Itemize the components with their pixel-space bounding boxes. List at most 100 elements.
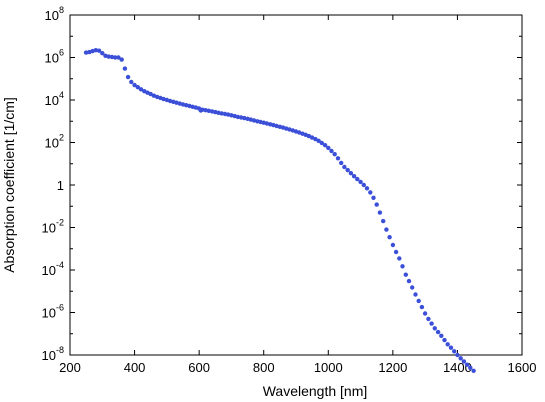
data-point — [326, 145, 331, 151]
data-point — [422, 311, 428, 316]
data-point — [468, 365, 473, 370]
y-tick-label: 1 — [57, 178, 64, 193]
data-point — [106, 54, 111, 59]
data-point — [406, 278, 412, 284]
data-point — [122, 66, 128, 71]
y-tick-exponent: -4 — [56, 260, 64, 270]
data-point — [410, 285, 415, 290]
y-tick-base: 10 — [42, 348, 56, 363]
data-point — [319, 140, 324, 146]
data-point — [125, 74, 131, 80]
x-tick-label: 1600 — [508, 360, 537, 375]
data-point — [377, 210, 383, 215]
data-point — [322, 143, 328, 148]
data-point — [384, 227, 389, 232]
y-tick-base: 10 — [42, 221, 56, 236]
data-point — [184, 103, 189, 108]
data-point — [416, 298, 421, 304]
y-tick-label: 10-6 — [42, 303, 64, 321]
data-point — [361, 182, 366, 188]
y-tick-base: 10 — [45, 51, 59, 66]
y-tick-label: 10-2 — [42, 218, 64, 236]
y-tick-exponent: -6 — [56, 303, 64, 313]
y-tick-base: 1 — [57, 178, 64, 193]
data-point — [442, 337, 447, 343]
data-point — [387, 235, 392, 240]
data-point — [371, 195, 376, 200]
plot-area — [69, 14, 523, 356]
y-tick-label: 108 — [45, 5, 64, 23]
data-point — [116, 55, 121, 60]
data-point — [316, 138, 321, 143]
y-tick-base: 10 — [42, 263, 56, 278]
data-point — [119, 57, 124, 62]
data-point — [403, 272, 408, 277]
data-point — [355, 176, 360, 182]
y-tick-exponent: -2 — [56, 218, 64, 228]
data-point — [429, 321, 434, 326]
data-point — [448, 345, 454, 350]
data-point — [419, 304, 425, 310]
data-point — [135, 85, 140, 90]
data-point — [339, 160, 344, 166]
data-point — [100, 51, 105, 56]
data-point — [452, 349, 457, 354]
data-point — [83, 50, 89, 55]
x-tick-label: 400 — [124, 360, 146, 375]
y-tick-exponent: -8 — [56, 345, 64, 355]
y-tick-exponent: 8 — [59, 5, 64, 15]
data-point — [151, 93, 157, 98]
data-point — [332, 152, 337, 157]
data-point — [432, 326, 437, 331]
data-point — [274, 123, 279, 129]
tick-labels: 200 400 600 800 1000 1200 1400 160010-810-610-4… — [42, 5, 537, 375]
y-tick-base: 10 — [45, 8, 59, 23]
data-point — [335, 156, 341, 161]
data-point — [358, 179, 363, 185]
data-point — [264, 121, 270, 126]
data-point — [287, 127, 292, 132]
data-point — [368, 190, 373, 195]
data-point — [351, 174, 357, 179]
data-point — [464, 362, 470, 367]
y-tick-label: 106 — [45, 48, 64, 66]
x-axis-label: Wavelength [nm] — [263, 383, 368, 399]
data-point — [132, 82, 137, 88]
x-tick-label: 1400 — [443, 360, 472, 375]
y-tick-label: 104 — [45, 90, 64, 108]
y-tick-exponent: 4 — [59, 90, 64, 100]
data-point — [455, 352, 460, 358]
data-point — [400, 264, 405, 269]
y-tick-label: 10-8 — [42, 345, 64, 363]
y-tick-base: 10 — [45, 136, 59, 151]
data-point — [93, 48, 99, 53]
data-point — [309, 135, 315, 140]
data-point — [174, 100, 179, 105]
data-point — [219, 111, 224, 116]
data-point — [345, 167, 350, 173]
data-point — [413, 292, 418, 297]
plot-border — [69, 14, 523, 356]
data-point — [342, 164, 347, 170]
x-tick-label: 800 — [253, 360, 275, 375]
y-tick-exponent: 6 — [59, 48, 64, 58]
y-tick-label: 10-4 — [42, 260, 64, 278]
data-point — [445, 342, 450, 347]
data-point — [348, 171, 354, 176]
data-point — [461, 359, 467, 364]
y-axis-label: Absorption coefficient [1/cm] — [1, 97, 17, 273]
data-point — [390, 242, 396, 248]
x-tick-label: 200 — [59, 360, 81, 375]
data-point — [229, 113, 234, 118]
data-point — [242, 115, 247, 121]
data-point — [251, 118, 257, 123]
y-tick-label: 102 — [45, 133, 64, 151]
data-point — [161, 96, 166, 102]
data-point — [435, 329, 441, 335]
data-point — [206, 108, 211, 114]
data-point — [297, 130, 302, 135]
y-tick-exponent: 2 — [59, 133, 64, 143]
data-point — [113, 55, 118, 60]
data-point — [374, 202, 379, 207]
